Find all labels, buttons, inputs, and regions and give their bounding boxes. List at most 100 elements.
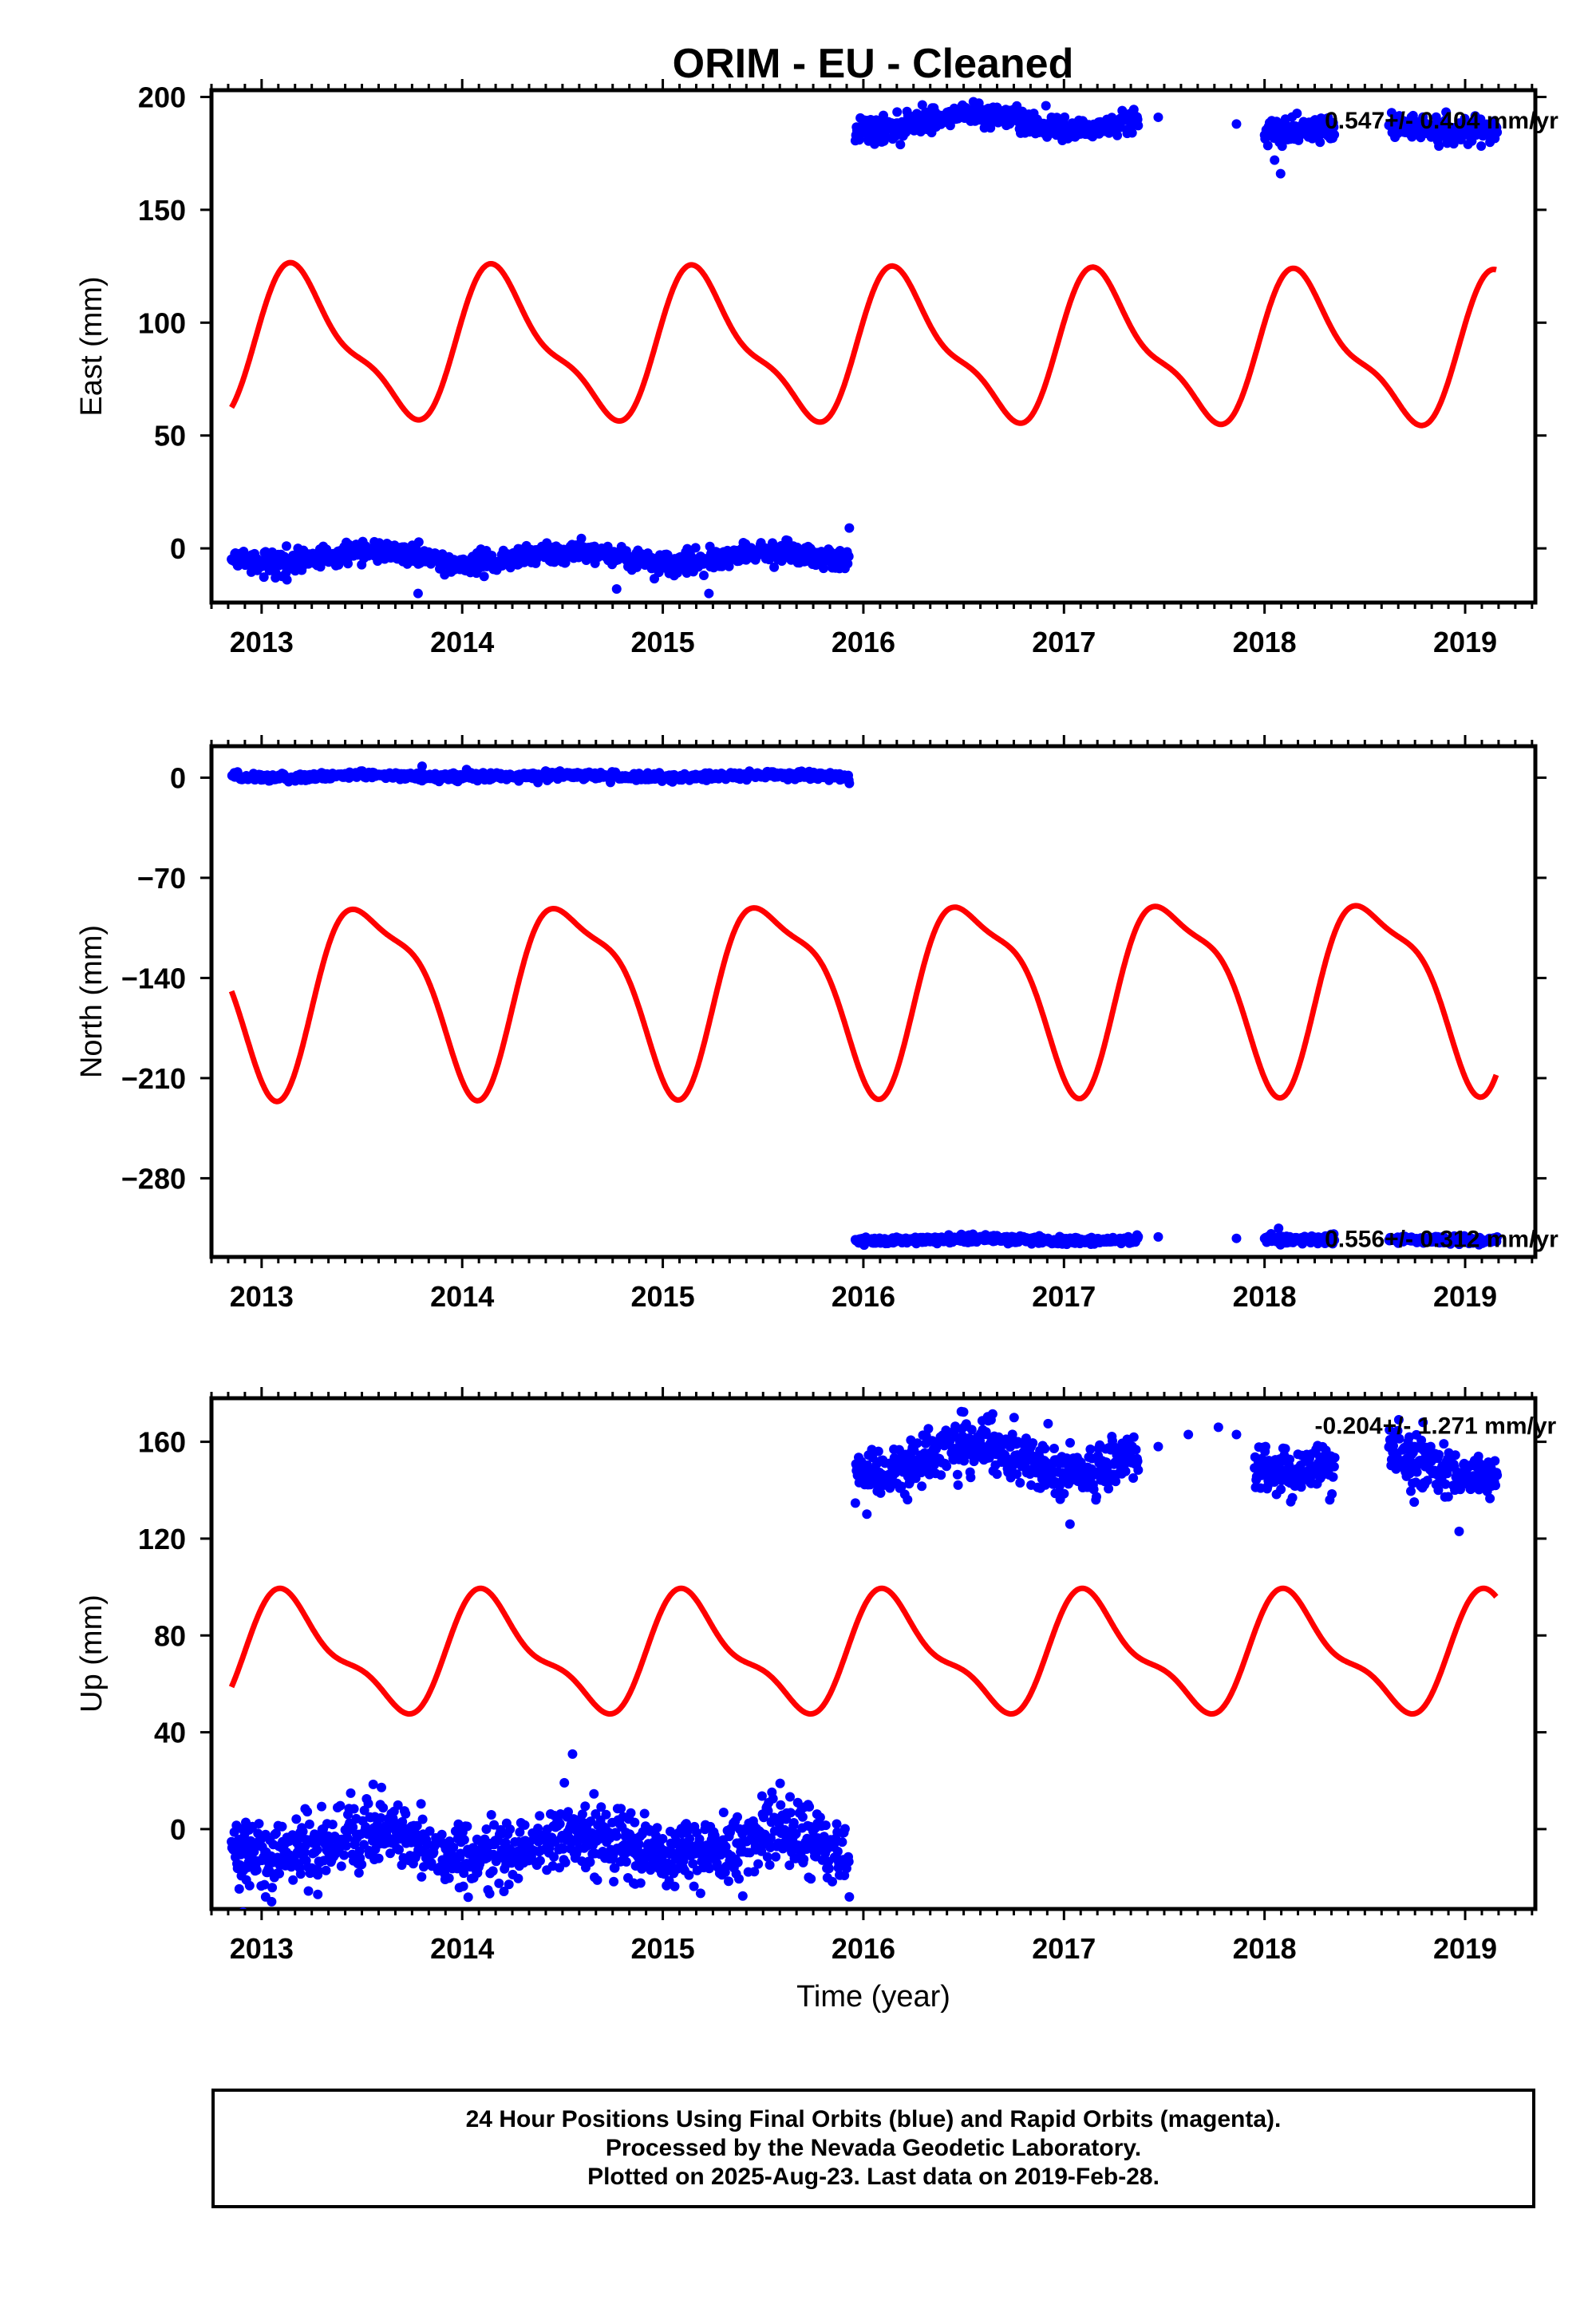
up-x-tick-label: 2014	[430, 1932, 494, 1965]
north-data-point	[417, 761, 427, 772]
up-axes-frame	[209, 1396, 1538, 1911]
up-data-point	[304, 1819, 314, 1829]
up-x-tick-label: 2013	[230, 1932, 294, 1965]
north-x-tick-label: 2015	[631, 1280, 695, 1313]
up-data-point	[373, 1853, 384, 1863]
east-data-point	[282, 575, 292, 585]
north-data-point	[1133, 1231, 1144, 1242]
east-data-point	[479, 571, 489, 582]
up-data-point	[298, 1826, 308, 1836]
up-data-point	[515, 1827, 525, 1837]
east-rate-label: 0.547+/- 0.404 mm/yr	[1325, 108, 1558, 134]
up-data-point	[513, 1873, 523, 1883]
east-data-point	[1041, 101, 1051, 111]
east-data-point	[1460, 113, 1470, 124]
up-data-point	[295, 1869, 306, 1879]
up-data-point	[251, 1865, 262, 1875]
north-x-tick-label: 2016	[832, 1280, 895, 1313]
up-data-point	[468, 1843, 478, 1853]
up-data-point	[444, 1873, 454, 1883]
east-plot-area	[227, 97, 1503, 599]
up-data-point	[288, 1875, 298, 1885]
up-data-point	[488, 1866, 498, 1876]
up-data-point	[357, 1860, 367, 1870]
up-data-point	[601, 1809, 611, 1820]
up-data-point	[271, 1828, 281, 1839]
east-data-point	[699, 571, 709, 580]
east-y-tick-label: 50	[154, 420, 186, 453]
east-data-point	[1329, 129, 1340, 140]
up-data-point	[335, 1800, 346, 1811]
up-data-point	[504, 1879, 514, 1890]
east-data-point	[1441, 107, 1452, 117]
up-data-point	[417, 1871, 427, 1882]
up-data-point	[321, 1865, 331, 1875]
east-data-point	[343, 559, 353, 569]
east-data-point	[1277, 141, 1287, 152]
east-data-point	[1492, 127, 1503, 137]
up-data-point	[486, 1810, 496, 1820]
east-y-tick-label: 200	[138, 81, 186, 113]
east-x-tick-label: 2018	[1233, 626, 1297, 658]
up-data-point	[462, 1821, 472, 1832]
up-data-point	[416, 1799, 426, 1809]
x-axis-label: Time (year)	[796, 1980, 950, 2014]
up-x-tick-label: 2018	[1233, 1932, 1297, 1965]
up-data-point	[499, 1887, 509, 1896]
east-x-tick-label: 2015	[631, 626, 695, 658]
up-data-point	[312, 1844, 322, 1855]
up-data-point	[363, 1798, 373, 1808]
up-data-point	[658, 1834, 668, 1844]
east-y-axis-label: East (mm)	[75, 276, 109, 416]
north-data-point	[844, 778, 855, 788]
up-data-point	[336, 1861, 346, 1871]
east-data-point	[1127, 128, 1137, 138]
up-y-tick-label: 40	[154, 1717, 186, 1749]
up-data-point	[342, 1832, 353, 1843]
up-data-point	[302, 1807, 313, 1817]
east-data-point	[576, 533, 587, 543]
east-data-point	[282, 541, 291, 551]
up-data-point	[459, 1835, 469, 1845]
up-data-point	[592, 1875, 602, 1885]
up-x-tick-label: 2016	[832, 1932, 895, 1965]
up-data-point	[694, 1834, 705, 1844]
east-data-point	[1153, 112, 1163, 122]
up-data-point	[401, 1808, 411, 1819]
north-x-tick-label: 2013	[230, 1280, 294, 1313]
east-data-point	[986, 123, 996, 133]
up-data-point	[630, 1817, 640, 1828]
up-data-point	[346, 1788, 356, 1798]
up-y-tick-label: 120	[138, 1523, 186, 1555]
up-data-point	[267, 1883, 278, 1893]
east-axes-frame	[209, 88, 1538, 605]
east-data-point	[413, 588, 423, 599]
north-model-curve	[228, 903, 1499, 1105]
up-data-point	[327, 1820, 338, 1830]
up-data-point	[317, 1801, 326, 1812]
east-data-point	[259, 572, 269, 583]
east-data-point	[844, 523, 855, 533]
east-data-point	[895, 140, 906, 150]
up-data-point	[704, 1863, 714, 1874]
up-data-point	[689, 1881, 699, 1891]
east-data-point	[843, 559, 853, 569]
up-data-point	[589, 1788, 599, 1799]
up-data-point	[626, 1808, 636, 1818]
up-data-point	[342, 1840, 351, 1851]
up-y-axis-label: Up (mm)	[75, 1595, 109, 1713]
north-y-tick-label: 0	[170, 761, 186, 794]
up-data-point	[670, 1881, 680, 1891]
up-data-point	[385, 1848, 395, 1859]
up-x-tick-label: 2017	[1032, 1932, 1096, 1965]
up-data-point	[560, 1857, 571, 1867]
up-data-point	[610, 1863, 620, 1873]
east-data-point	[1275, 168, 1286, 179]
up-data-point	[596, 1802, 606, 1812]
east-x-tick-label: 2016	[832, 626, 895, 658]
chart-title: ORIM - EU - Cleaned	[673, 41, 1074, 87]
up-data-point	[611, 1831, 622, 1841]
up-data-point	[634, 1840, 644, 1849]
east-data-point	[704, 588, 714, 599]
up-data-point	[234, 1883, 244, 1894]
